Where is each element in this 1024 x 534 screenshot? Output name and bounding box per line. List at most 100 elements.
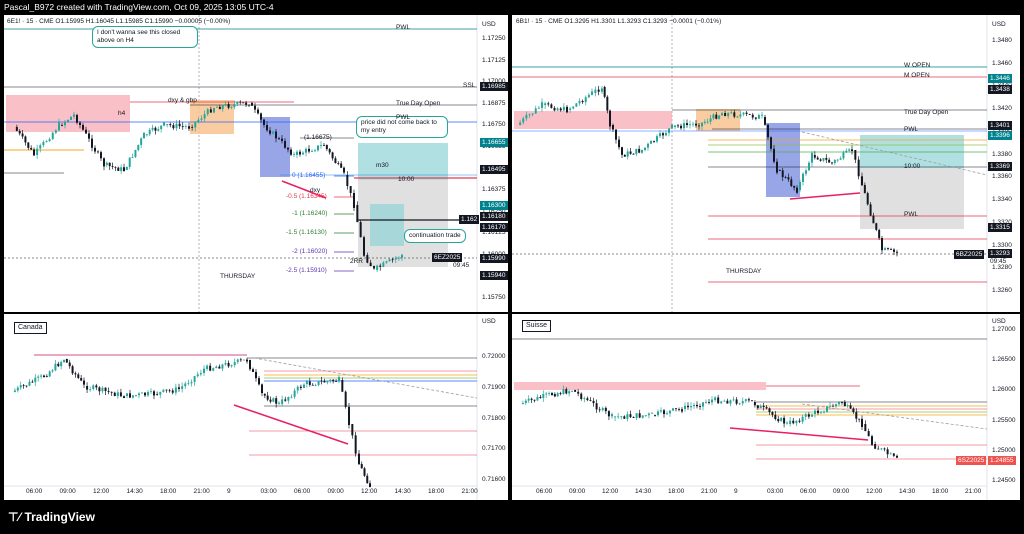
- price-tag: 1.16655: [480, 138, 508, 147]
- gbp-label-pwl2: PWL: [904, 211, 919, 218]
- candle-body: [623, 416, 626, 419]
- note-wanna[interactable]: I don't wanna see this closed above on H…: [92, 26, 198, 48]
- candle-body: [246, 359, 248, 362]
- candle-body: [884, 248, 886, 250]
- candle-body: [248, 104, 250, 106]
- candle-body: [839, 158, 842, 160]
- time-tick: 12:00: [93, 488, 110, 495]
- candle-body: [305, 148, 307, 153]
- candle-body: [603, 87, 606, 97]
- note-continuation[interactable]: continuation trade: [404, 229, 466, 243]
- candle-body: [213, 108, 215, 113]
- chart-pane-suisse[interactable]: Suisse USD 1.27000 1.26500 1.26000 1.25500 1…: [512, 314, 1020, 500]
- note-entry[interactable]: price did not come back to my entry: [356, 116, 448, 138]
- time-tick: 06:00: [800, 488, 817, 495]
- candle-body: [735, 399, 738, 404]
- chart-pane-eur[interactable]: 6E1! · 15 · CME O1.15995 H1.16045 L1.159…: [4, 15, 508, 312]
- candle-body: [79, 122, 81, 125]
- candle-body: [141, 392, 143, 394]
- candle-body: [382, 262, 385, 267]
- candle-body: [723, 400, 726, 402]
- candle-body: [76, 115, 78, 123]
- candle-body: [852, 408, 855, 413]
- candle-body: [709, 118, 712, 122]
- candle-body: [172, 125, 175, 129]
- candle-body: [659, 133, 661, 137]
- candle-body: [341, 380, 344, 392]
- eur-chart-canvas[interactable]: [4, 15, 508, 312]
- label-level-m1: -1 (1.16240): [292, 210, 328, 217]
- price-tick: 0.71900: [482, 383, 506, 391]
- candle-body: [178, 123, 181, 127]
- price-tag: 1.16180: [480, 212, 508, 221]
- candle-body: [811, 152, 813, 163]
- candle-body: [363, 468, 366, 476]
- gbp-target-zone: [860, 135, 964, 168]
- candle-body: [684, 405, 686, 409]
- candle-body: [379, 265, 382, 267]
- candle-body: [48, 139, 51, 142]
- candle-body: [808, 162, 810, 171]
- candle-body: [833, 159, 836, 163]
- candle-body: [598, 409, 601, 411]
- candle-body: [730, 112, 733, 114]
- chart-pane-canada[interactable]: Canada USD 0.72000 0.71900 0.71800 0.71700 0…: [4, 314, 508, 500]
- chf-chart-canvas[interactable]: [512, 314, 1020, 500]
- candle-body: [623, 155, 626, 157]
- candle-body: [317, 145, 319, 151]
- candle-body: [831, 162, 833, 164]
- price-tick: 1.17250: [482, 35, 506, 42]
- candle-body: [724, 113, 727, 117]
- chf-last-price: 1.24855: [988, 456, 1016, 465]
- candle-body: [584, 97, 587, 103]
- candle-body: [39, 145, 42, 149]
- candle-body: [239, 359, 242, 361]
- candle-body: [663, 410, 665, 415]
- candle-body: [855, 412, 858, 419]
- candle-body: [733, 112, 736, 117]
- candle-body: [577, 391, 580, 394]
- cad-chart-canvas[interactable]: [4, 314, 508, 500]
- candle-body: [790, 179, 793, 187]
- entry-zone: [370, 204, 404, 246]
- candle-body: [786, 422, 788, 424]
- candle-body: [156, 394, 159, 395]
- chf-candles: [521, 385, 898, 459]
- candle-body: [40, 375, 43, 377]
- candle-body: [863, 185, 866, 194]
- candle-body: [776, 161, 778, 173]
- candle-body: [114, 166, 117, 168]
- candle-body: [714, 397, 717, 400]
- candle-body: [802, 173, 804, 183]
- candle-body: [607, 411, 610, 417]
- candle-body: [311, 384, 314, 386]
- candle-body: [21, 133, 24, 137]
- candle-body: [742, 112, 745, 115]
- tradingview-logo[interactable]: ⊤⁄ TradingView: [8, 510, 95, 524]
- time-tick: 06:00: [26, 488, 43, 495]
- candle-body: [872, 215, 875, 224]
- chart-pane-gbp[interactable]: 6B1! · 15 · CME O1.3295 H1.3301 L1.3293 …: [512, 15, 1020, 312]
- candle-body: [777, 418, 780, 422]
- price-tick: 1.25000: [992, 446, 1016, 454]
- time-tick: 03:00: [767, 488, 784, 495]
- candle-body: [530, 398, 533, 400]
- candle-body: [781, 170, 784, 178]
- candle-body: [762, 405, 765, 408]
- time-tick: 9: [227, 488, 231, 495]
- time-tick: 14:30: [899, 488, 916, 495]
- candle-body: [151, 127, 154, 130]
- candle-body: [597, 89, 600, 92]
- candle-body: [626, 151, 629, 157]
- candle-body: [338, 377, 340, 382]
- candle-body: [343, 167, 345, 173]
- candle-body: [660, 410, 662, 412]
- candle-body: [892, 453, 895, 456]
- candle-body: [320, 380, 323, 382]
- candle-body: [553, 394, 556, 397]
- candle-body: [196, 374, 199, 377]
- candle-body: [281, 138, 283, 141]
- gbp-chart-canvas[interactable]: [512, 15, 1020, 312]
- candle-body: [290, 149, 292, 155]
- candle-body: [638, 148, 641, 153]
